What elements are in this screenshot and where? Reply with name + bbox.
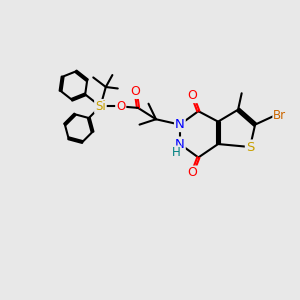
Text: Si: Si <box>95 100 106 113</box>
Text: O: O <box>116 100 125 113</box>
Text: N: N <box>175 118 185 131</box>
Text: N: N <box>175 137 185 151</box>
Text: O: O <box>188 167 197 179</box>
Text: S: S <box>246 140 254 154</box>
Text: Br: Br <box>273 109 286 122</box>
Text: H: H <box>172 146 181 160</box>
Text: O: O <box>131 85 141 98</box>
Text: O: O <box>188 89 197 102</box>
